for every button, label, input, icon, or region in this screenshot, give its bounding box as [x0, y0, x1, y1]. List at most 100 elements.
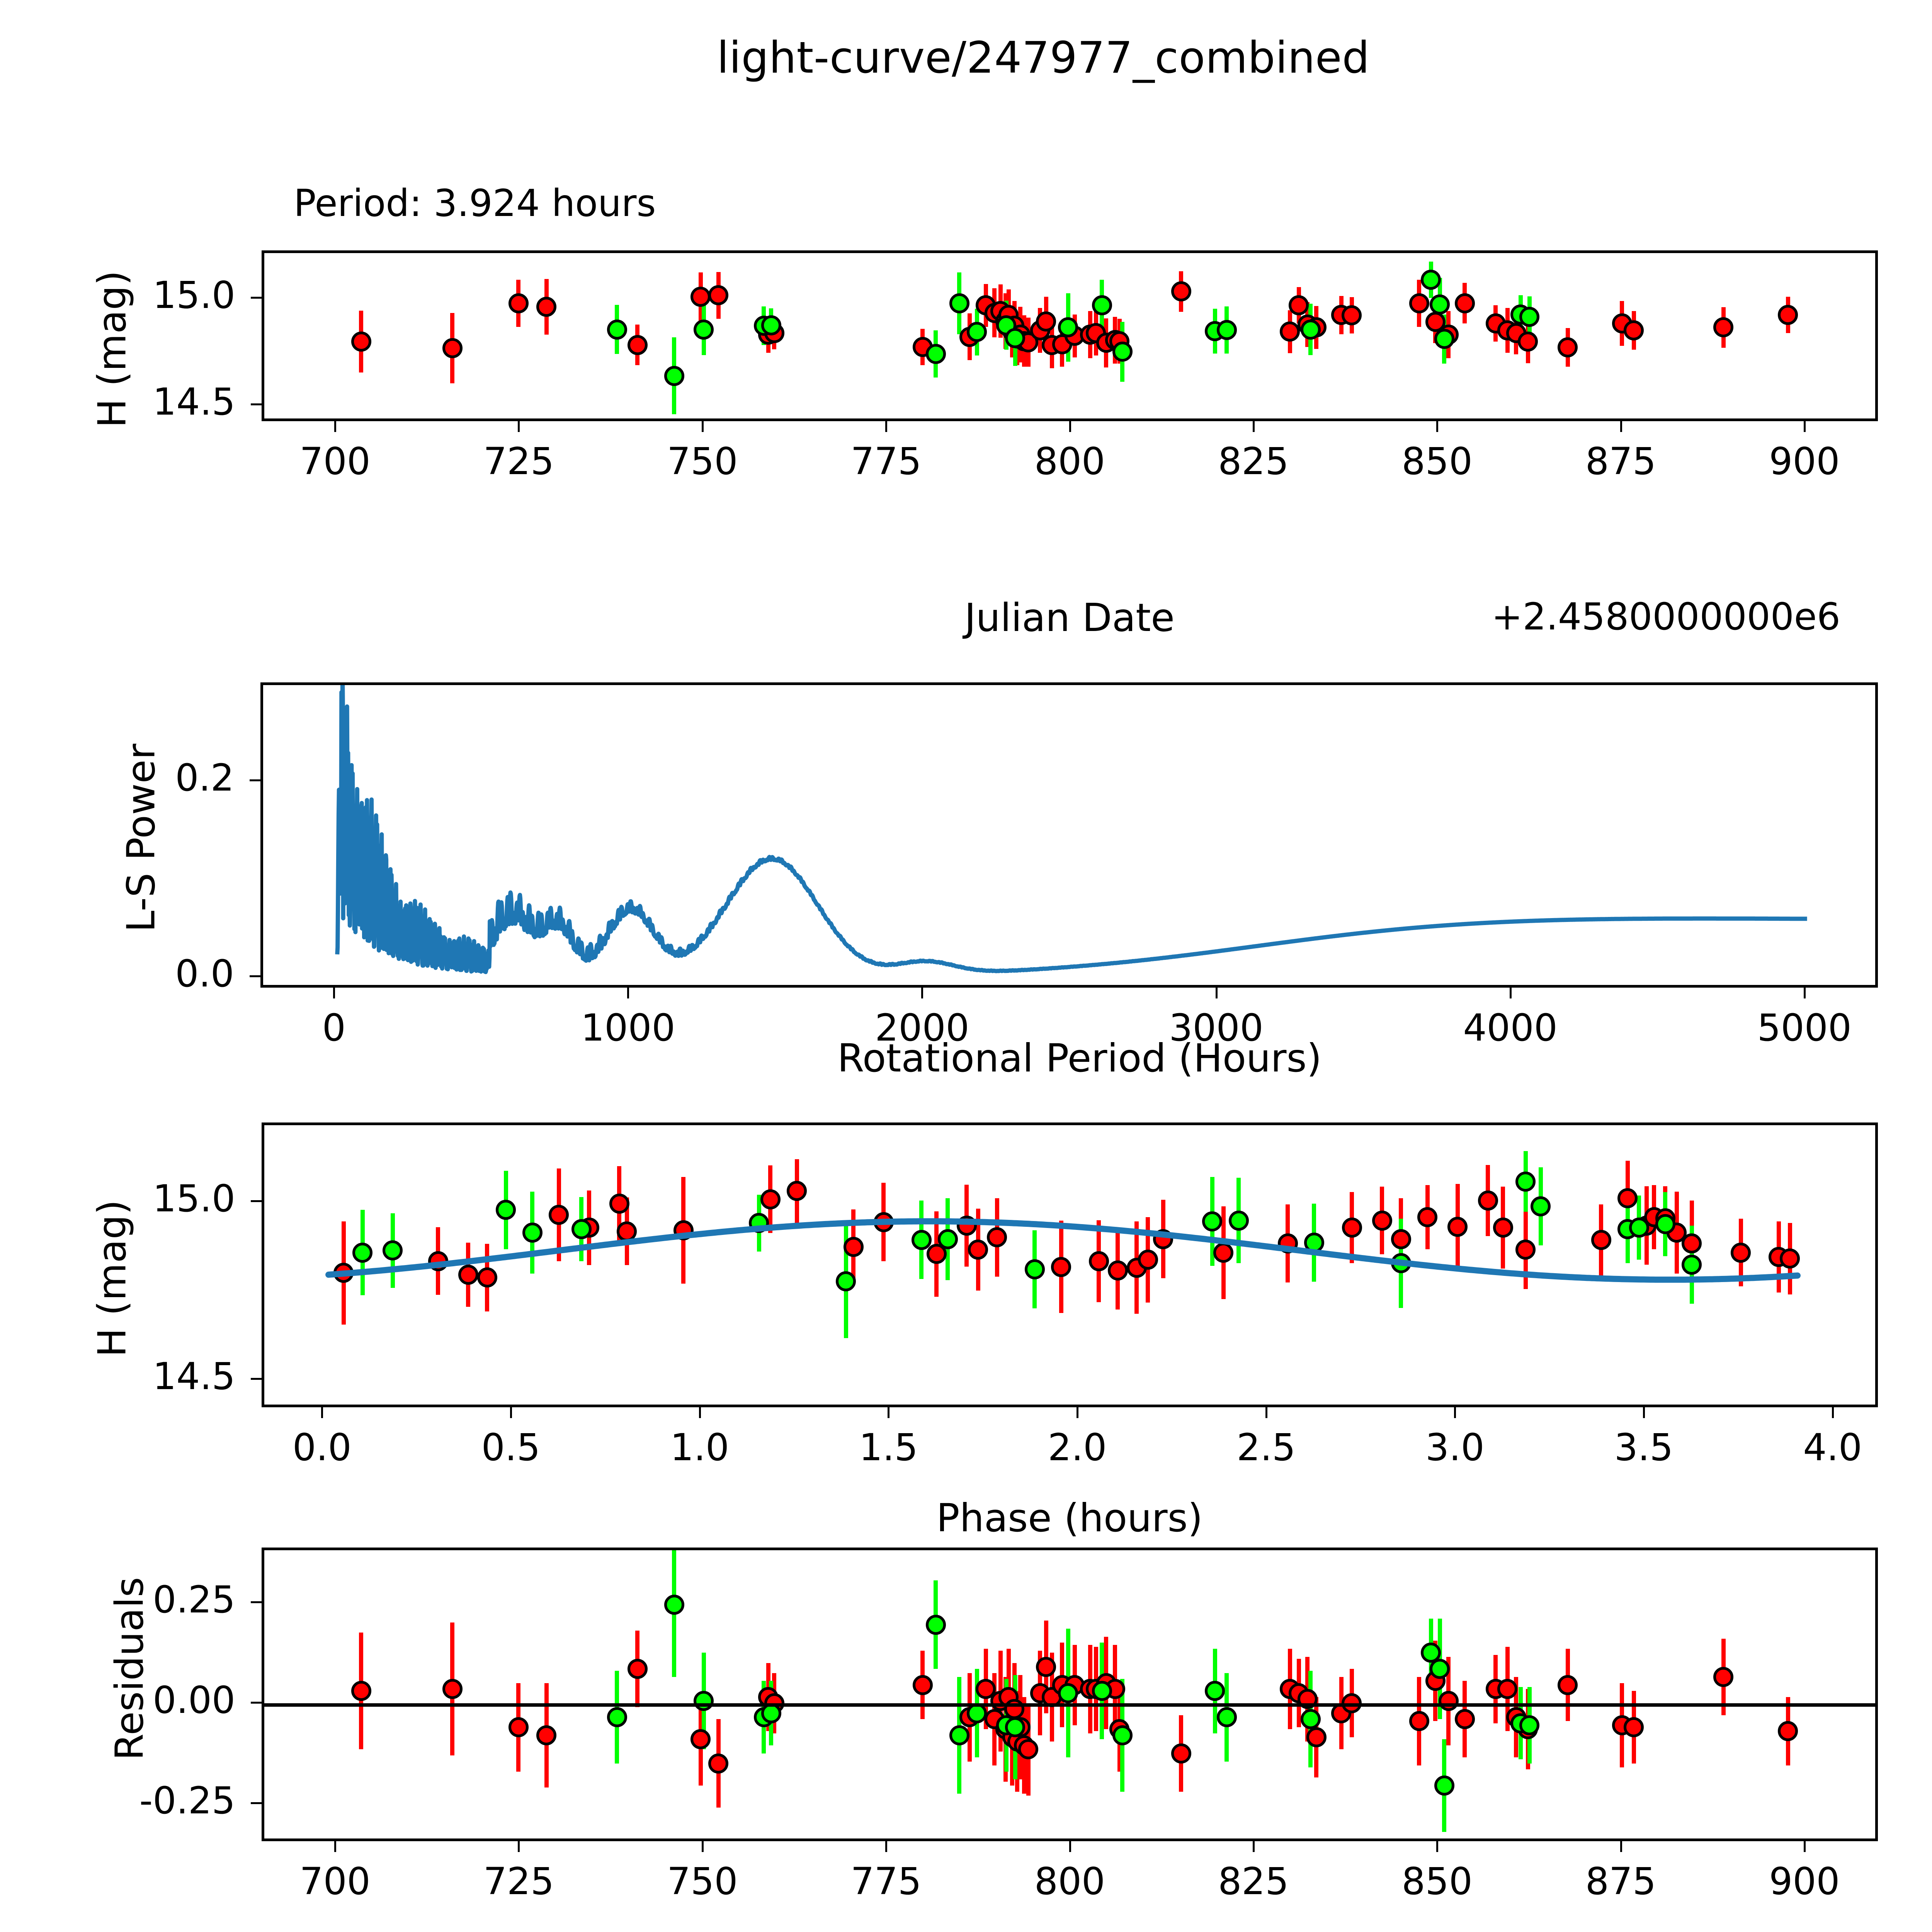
data-point: [1058, 1683, 1078, 1703]
data-point: [1092, 295, 1112, 316]
data-point: [1778, 305, 1798, 325]
data-point: [1018, 1739, 1039, 1760]
data-point: [1202, 1211, 1223, 1231]
x-tick-mark: [627, 988, 629, 998]
x-tick-mark: [1069, 1841, 1071, 1852]
x-tick-mark: [518, 1841, 520, 1852]
data-point: [836, 1271, 856, 1291]
data-point: [949, 293, 969, 313]
data-point: [1713, 1667, 1734, 1687]
data-point: [442, 338, 463, 358]
x-tick-mark: [1077, 1407, 1079, 1418]
data-point: [967, 322, 987, 342]
y-tick-mark: [250, 779, 260, 782]
data-point: [522, 1223, 543, 1243]
x-tick-label-700: 700: [299, 1860, 371, 1903]
data-point: [607, 1707, 627, 1728]
data-point: [1430, 1659, 1450, 1679]
phase-folded-plot-area: [264, 1125, 1875, 1405]
data-point: [1515, 1240, 1536, 1260]
y-tick-mark: [251, 403, 262, 405]
data-point: [708, 285, 729, 306]
data-point: [1051, 1257, 1071, 1277]
data-point: [937, 1229, 958, 1249]
y-tick-mark: [251, 296, 262, 299]
data-point: [351, 332, 371, 352]
x-tick-label-0.0: 0.0: [293, 1426, 352, 1469]
data-point: [760, 1189, 781, 1209]
x-tick-label-3000: 3000: [1169, 1006, 1264, 1049]
x-tick-mark: [1832, 1407, 1834, 1418]
data-point: [1629, 1218, 1649, 1238]
x-tick-mark: [1265, 1407, 1267, 1418]
data-point: [1216, 1707, 1237, 1728]
data-point: [1342, 305, 1362, 326]
data-point: [1531, 1196, 1551, 1217]
data-point: [1447, 1216, 1468, 1237]
data-point: [1421, 270, 1441, 290]
y-tick-label-0.0: 0.0: [175, 952, 234, 995]
data-point: [708, 1753, 729, 1774]
data-point: [1515, 1171, 1536, 1192]
data-point: [911, 1230, 932, 1250]
data-point: [627, 1659, 648, 1679]
x-tick-label-825: 825: [1218, 1860, 1289, 1903]
data-point: [1497, 1679, 1518, 1699]
data-point: [925, 1614, 946, 1635]
data-point: [1624, 320, 1644, 340]
x-tick-mark: [701, 1841, 704, 1852]
data-point: [787, 1181, 807, 1201]
x-tick-mark: [333, 988, 335, 998]
data-point: [351, 1681, 371, 1701]
data-point: [925, 344, 946, 364]
x-tick-mark: [1620, 1841, 1622, 1852]
x-tick-label-1000: 1000: [581, 1006, 675, 1049]
data-point: [1454, 1709, 1475, 1730]
data-point: [1216, 320, 1237, 340]
y-tick-mark: [251, 1601, 262, 1603]
data-point: [1478, 1190, 1498, 1211]
x-tick-label-4000: 4000: [1463, 1006, 1558, 1049]
x-tick-mark: [701, 421, 704, 432]
x-tick-label-775: 775: [850, 440, 922, 483]
periodogram-x-axis-label: Rotational Period (Hours): [837, 1036, 1322, 1081]
x-tick-label-4.0: 4.0: [1803, 1426, 1862, 1469]
x-tick-label-725: 725: [483, 440, 554, 483]
x-tick-mark: [1803, 988, 1806, 998]
x-tick-mark: [334, 1841, 337, 1852]
x-tick-label-725: 725: [483, 1860, 554, 1903]
data-point: [1024, 1259, 1045, 1280]
data-point: [1107, 1260, 1128, 1281]
x-tick-label-750: 750: [667, 1860, 738, 1903]
data-point: [1519, 306, 1540, 327]
data-point: [1655, 1214, 1675, 1235]
x-tick-mark: [1509, 988, 1512, 998]
x-tick-mark: [1643, 1407, 1645, 1418]
x-tick-mark: [1215, 988, 1218, 998]
data-point: [549, 1205, 569, 1225]
x-tick-mark: [321, 1407, 323, 1418]
y-tick-label--0.25: -0.25: [139, 1779, 235, 1823]
y-tick-label-0.00: 0.00: [153, 1678, 235, 1722]
data-point: [1493, 1218, 1513, 1238]
data-point: [536, 297, 557, 317]
light-curve-x-offset-label: +2.4580000000e6: [1492, 595, 1840, 638]
y-tick-label-0.25: 0.25: [153, 1578, 235, 1621]
y-tick-label-15.0: 15.0: [153, 273, 235, 317]
x-tick-label-875: 875: [1585, 440, 1656, 483]
y-tick-mark: [251, 1802, 262, 1804]
data-point: [1058, 317, 1078, 338]
data-point: [1300, 319, 1321, 340]
data-point: [1518, 332, 1538, 352]
residuals-plot-area: [264, 1550, 1875, 1838]
data-point: [1289, 295, 1309, 316]
data-point: [1778, 1721, 1798, 1742]
x-tick-label-900: 900: [1769, 1860, 1840, 1903]
data-point: [458, 1264, 478, 1285]
data-point: [1731, 1242, 1751, 1263]
data-point: [496, 1200, 516, 1220]
x-tick-label-2.5: 2.5: [1236, 1426, 1296, 1469]
data-point: [690, 287, 711, 307]
x-tick-mark: [1803, 421, 1806, 432]
